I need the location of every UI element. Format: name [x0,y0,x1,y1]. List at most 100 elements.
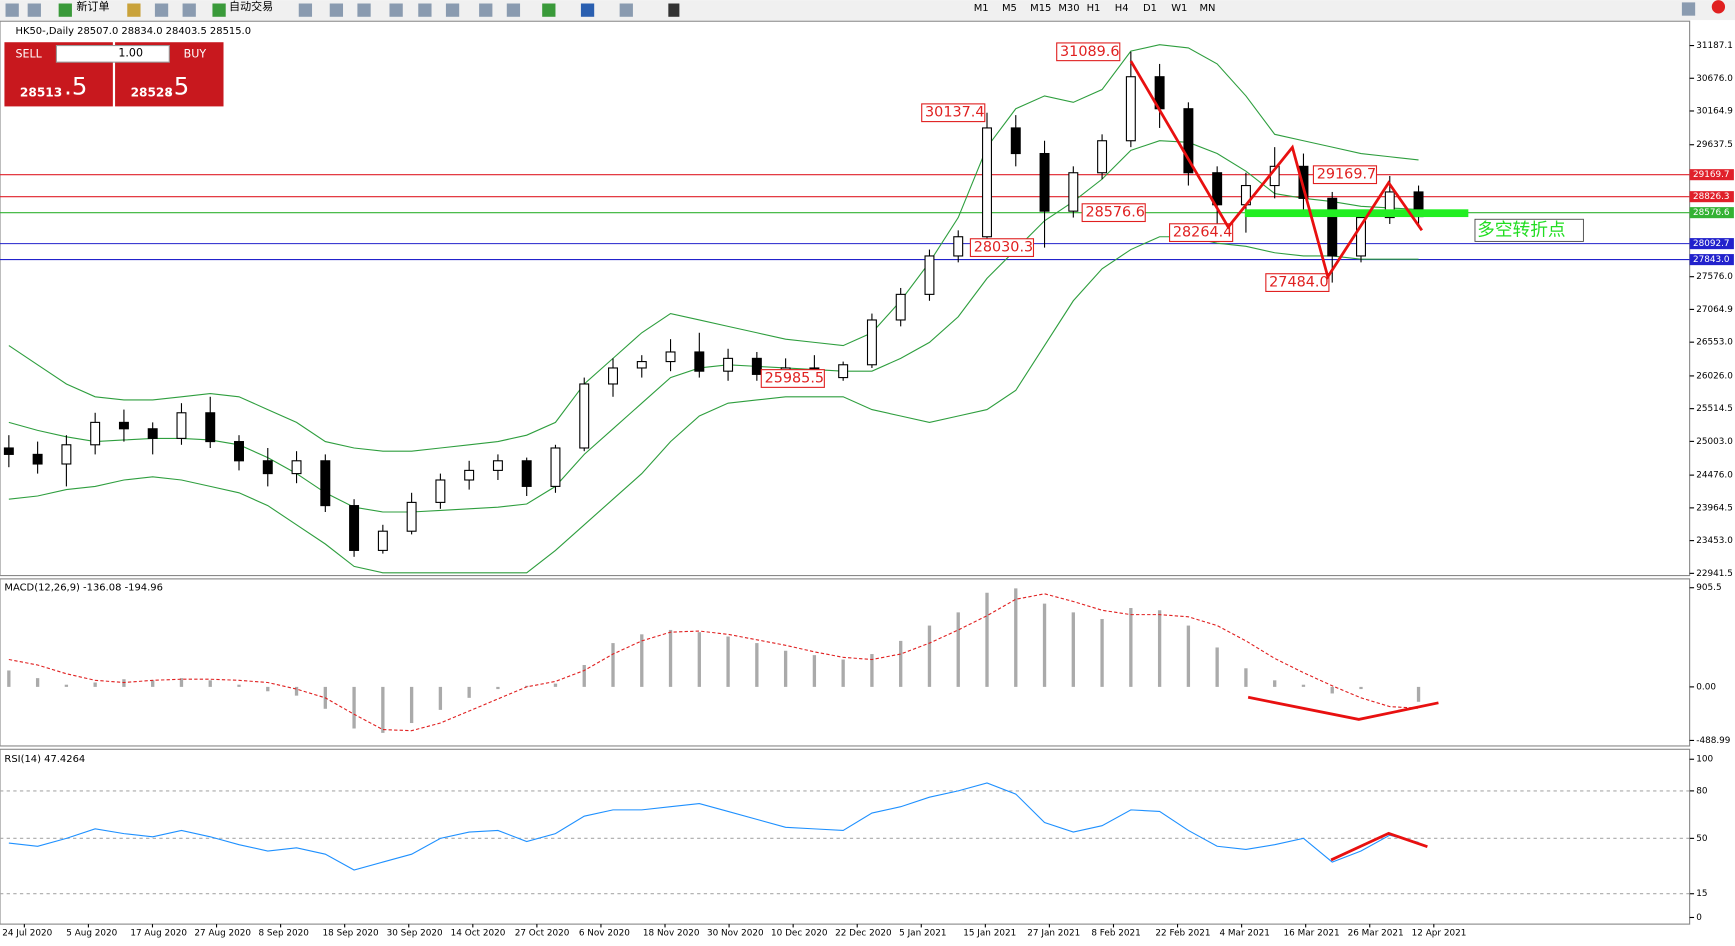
annotation: 31089.6 [1060,44,1119,60]
candle-body [953,236,964,257]
annotation-box [1312,165,1378,185]
y-tick-label: 30676.0 [1696,74,1733,84]
icon[interactable] [5,3,19,17]
candle-body [1039,152,1050,212]
x-tick-label: 12 Apr 2021 [1412,928,1467,938]
candle-body [90,421,101,446]
level-tag [1689,254,1734,266]
timeframe[interactable]: D1 [1143,3,1157,14]
level-tag [1689,207,1734,219]
x-tick-label: 6 Nov 2020 [579,928,630,938]
icon[interactable] [58,3,72,17]
level-label: 28092.7 [1693,239,1730,249]
y-tick-label: 29637.5 [1696,140,1733,150]
timeframe[interactable]: M30 [1058,3,1079,14]
icon[interactable] [357,3,371,17]
x-tick-label: 8 Sep 2020 [258,928,309,938]
turning-band [1244,209,1469,218]
icon[interactable] [1681,2,1696,16]
icon[interactable] [479,3,493,17]
x-tick-label: 22 Feb 2021 [1155,928,1210,938]
timeframe[interactable]: M5 [1002,3,1017,14]
candle-body [665,351,676,363]
rsi-header: RSI(14) 47.4264 [4,754,85,765]
candle-body [320,460,331,507]
candle-body [492,460,503,471]
candle-body [866,319,877,366]
candle-body [3,447,14,455]
new-order[interactable]: 新订单 [76,0,109,13]
x-tick-label: 16 Mar 2021 [1284,928,1340,938]
candle-body [1068,172,1079,212]
level-label: 28826.3 [1693,192,1730,202]
x-tick-label: 30 Sep 2020 [387,928,443,938]
x-tick-label: 18 Nov 2020 [643,928,700,938]
timeframe[interactable]: M15 [1030,3,1051,14]
chart-header: HK50-,Daily 28507.0 28834.0 28403.5 2851… [15,26,251,37]
macd-signal [8,593,1419,732]
annotation-box [969,238,1035,258]
x-tick-label: 5 Aug 2020 [66,928,117,938]
buy-price: 28528 [131,86,173,100]
y-tick-label: 23453.0 [1696,536,1733,546]
buy-button[interactable]: BUY [184,47,207,60]
candle-body [176,412,187,439]
annotation-box [921,103,986,123]
notification[interactable] [1711,0,1726,14]
auto-trading[interactable]: 自动交易 [229,0,273,13]
icon[interactable] [329,3,344,17]
candle-body [262,460,273,475]
annotation-box [1265,273,1330,292]
y-tick-label: 27064.9 [1696,305,1733,315]
icon[interactable] [27,3,41,17]
timeframe[interactable]: MN [1199,3,1215,14]
y-tick-label: 25514.5 [1696,404,1733,414]
macd-arrow [1247,695,1439,721]
buy-price-frac: .5 [166,72,189,101]
bollinger-upper [8,44,1419,452]
icon[interactable] [127,3,141,17]
timeframe[interactable]: W1 [1171,3,1187,14]
volume-box[interactable] [55,44,170,63]
icon[interactable] [418,3,432,17]
rsi-panel [0,748,1691,925]
y-tick-label: 23964.5 [1696,503,1733,513]
candle-body [291,460,302,475]
level-label: 28576.6 [1693,208,1730,218]
timeframe[interactable]: H1 [1087,3,1101,14]
timeframe[interactable]: M1 [974,3,989,14]
icon[interactable] [154,3,169,17]
icon[interactable] [389,3,403,17]
icon[interactable] [619,3,633,17]
icon[interactable] [182,3,196,17]
candle-body [751,357,762,375]
candle-body [982,127,992,238]
candle-body [1356,216,1366,257]
icon[interactable] [298,3,313,17]
icon[interactable] [542,3,556,17]
level-tag [1689,191,1734,203]
candle-body [838,364,849,379]
sell-price-frac: .5 [64,72,87,101]
x-tick-label: 8 Feb 2021 [1091,928,1140,938]
candle-body [435,479,446,503]
icon[interactable] [212,3,226,17]
note-box [1474,218,1584,242]
trend-arrow [1129,60,1423,281]
icon[interactable] [506,3,521,17]
x-tick-label: 18 Sep 2020 [323,928,379,938]
y-tick-label: 27576.0 [1696,272,1733,282]
y-tick-label: 80 [1696,786,1708,796]
timeframe[interactable]: H4 [1115,3,1129,14]
icon[interactable] [445,3,460,17]
icon[interactable] [580,3,595,17]
volume[interactable]: 1.00 [118,46,143,59]
annotation: 28030.3 [974,240,1033,256]
candle-body [118,421,129,430]
annotation: 28264.4 [1173,225,1232,241]
sell-button[interactable]: SELL [15,47,42,60]
icon[interactable] [668,3,680,17]
y-tick-label: 50 [1696,834,1708,844]
y-tick-label: 26026.0 [1696,371,1733,381]
annotation: 29169.7 [1317,167,1376,183]
